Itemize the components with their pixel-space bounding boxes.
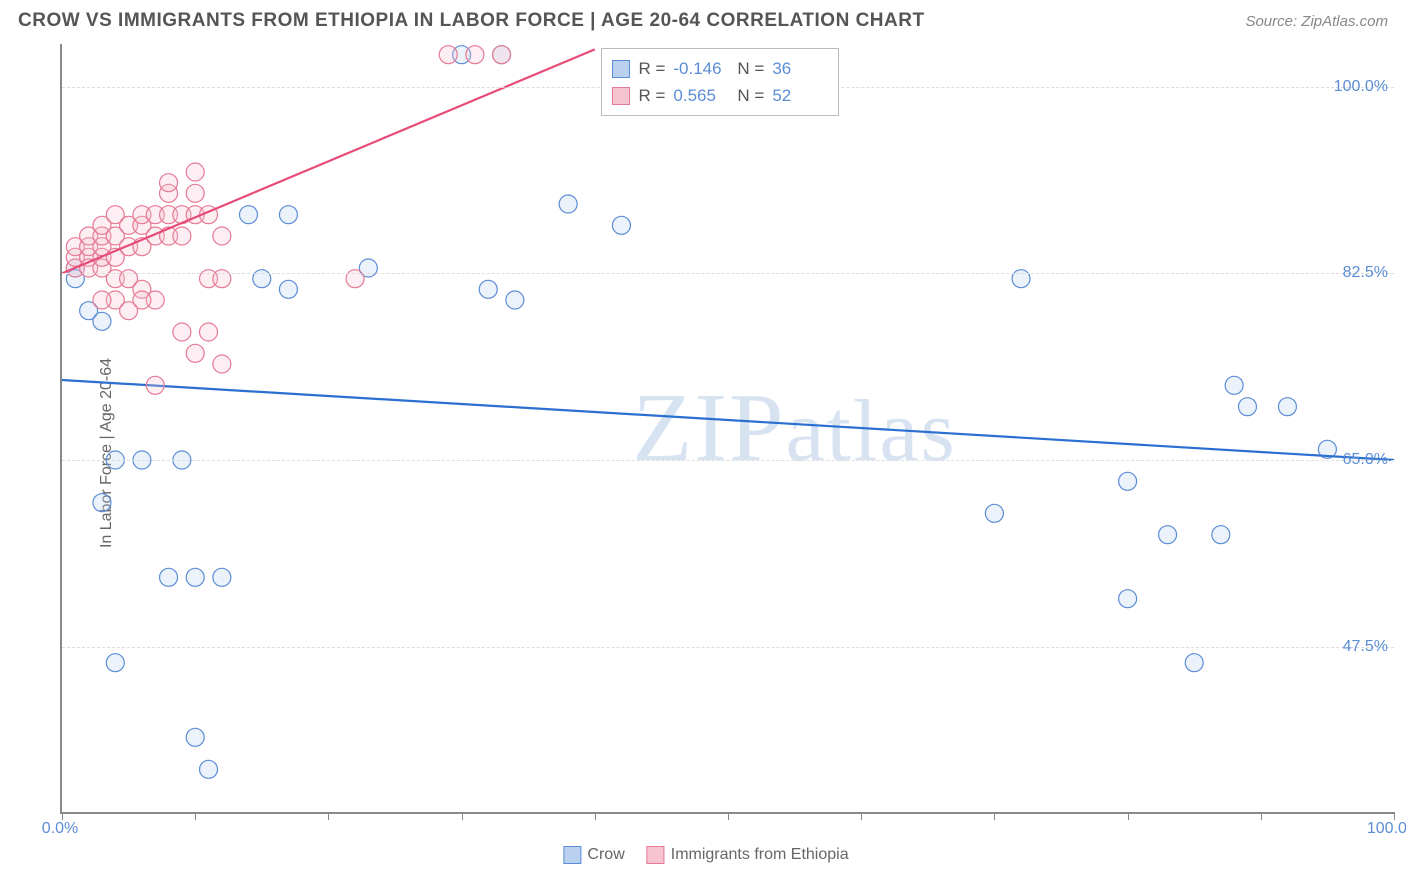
plot-svg bbox=[62, 44, 1394, 812]
data-point bbox=[479, 280, 497, 298]
gridline bbox=[62, 647, 1394, 648]
x-tick bbox=[328, 812, 329, 820]
data-point bbox=[1212, 526, 1230, 544]
y-tick-label: 82.5% bbox=[1343, 264, 1388, 282]
data-point bbox=[466, 46, 484, 64]
data-point bbox=[213, 355, 231, 373]
y-tick-label: 65.0% bbox=[1343, 451, 1388, 469]
x-tick bbox=[462, 812, 463, 820]
n-label: N = bbox=[737, 55, 764, 82]
data-point bbox=[1159, 526, 1177, 544]
x-tick bbox=[728, 812, 729, 820]
r-label: R = bbox=[638, 82, 665, 109]
legend-item: Immigrants from Ethiopia bbox=[647, 846, 849, 864]
chart-title: CROW VS IMMIGRANTS FROM ETHIOPIA IN LABO… bbox=[18, 10, 925, 32]
x-tick bbox=[195, 812, 196, 820]
data-point bbox=[279, 280, 297, 298]
data-point bbox=[173, 227, 191, 245]
data-point bbox=[186, 163, 204, 181]
data-point bbox=[439, 46, 457, 64]
data-point bbox=[93, 291, 111, 309]
n-label: N = bbox=[737, 82, 764, 109]
r-value: -0.146 bbox=[673, 55, 729, 82]
legend-swatch bbox=[612, 87, 630, 105]
legend-swatch bbox=[563, 846, 581, 864]
legend-swatch bbox=[647, 846, 665, 864]
data-point bbox=[160, 568, 178, 586]
data-point bbox=[186, 184, 204, 202]
n-value: 36 bbox=[772, 55, 828, 82]
r-value: 0.565 bbox=[673, 82, 729, 109]
legend: Crow Immigrants from Ethiopia bbox=[563, 846, 848, 864]
data-point bbox=[1119, 590, 1137, 608]
data-point bbox=[186, 344, 204, 362]
data-point bbox=[200, 323, 218, 341]
data-point bbox=[612, 216, 630, 234]
data-point bbox=[200, 760, 218, 778]
x-min-label: 0.0% bbox=[42, 820, 78, 838]
r-label: R = bbox=[638, 55, 665, 82]
chart-header: CROW VS IMMIGRANTS FROM ETHIOPIA IN LABO… bbox=[0, 0, 1406, 38]
x-max-label: 100.0% bbox=[1367, 820, 1406, 838]
x-tick bbox=[861, 812, 862, 820]
legend-label: Crow bbox=[587, 846, 624, 864]
data-point bbox=[1238, 398, 1256, 416]
trend-line bbox=[62, 380, 1394, 460]
y-tick-label: 47.5% bbox=[1343, 638, 1388, 656]
data-point bbox=[213, 568, 231, 586]
n-value: 52 bbox=[772, 82, 828, 109]
legend-swatch bbox=[612, 60, 630, 78]
data-point bbox=[1225, 376, 1243, 394]
data-point bbox=[186, 728, 204, 746]
data-point bbox=[213, 227, 231, 245]
data-point bbox=[146, 376, 164, 394]
data-point bbox=[93, 312, 111, 330]
legend-label: Immigrants from Ethiopia bbox=[671, 846, 849, 864]
x-tick bbox=[595, 812, 596, 820]
x-axis-labels: 0.0% 100.0% bbox=[60, 820, 1394, 844]
data-point bbox=[239, 206, 257, 224]
chart-container: In Labor Force | Age 20-64 ZIPatlas 47.5… bbox=[18, 44, 1394, 862]
data-point bbox=[186, 568, 204, 586]
stats-box: R = -0.146 N = 36 R = 0.565 N = 52 bbox=[601, 48, 839, 116]
data-point bbox=[93, 494, 111, 512]
data-point bbox=[106, 654, 124, 672]
x-tick bbox=[1261, 812, 1262, 820]
stats-row: R = -0.146 N = 36 bbox=[612, 55, 828, 82]
data-point bbox=[1185, 654, 1203, 672]
x-tick bbox=[1394, 812, 1395, 820]
x-tick bbox=[1128, 812, 1129, 820]
data-point bbox=[985, 504, 1003, 522]
stats-row: R = 0.565 N = 52 bbox=[612, 82, 828, 109]
gridline bbox=[62, 460, 1394, 461]
data-point bbox=[1278, 398, 1296, 416]
data-point bbox=[506, 291, 524, 309]
data-point bbox=[160, 174, 178, 192]
legend-item: Crow bbox=[563, 846, 624, 864]
source-attribution: Source: ZipAtlas.com bbox=[1245, 13, 1388, 30]
data-point bbox=[279, 206, 297, 224]
gridline bbox=[62, 273, 1394, 274]
x-tick bbox=[62, 812, 63, 820]
y-tick-label: 100.0% bbox=[1334, 78, 1388, 96]
plot-area: ZIPatlas 47.5%65.0%82.5%100.0%R =-0.146N… bbox=[60, 44, 1394, 814]
trend-line bbox=[62, 49, 595, 273]
data-point bbox=[1119, 472, 1137, 490]
x-tick bbox=[994, 812, 995, 820]
data-point bbox=[493, 46, 511, 64]
data-point bbox=[559, 195, 577, 213]
data-point bbox=[133, 291, 151, 309]
data-point bbox=[173, 323, 191, 341]
